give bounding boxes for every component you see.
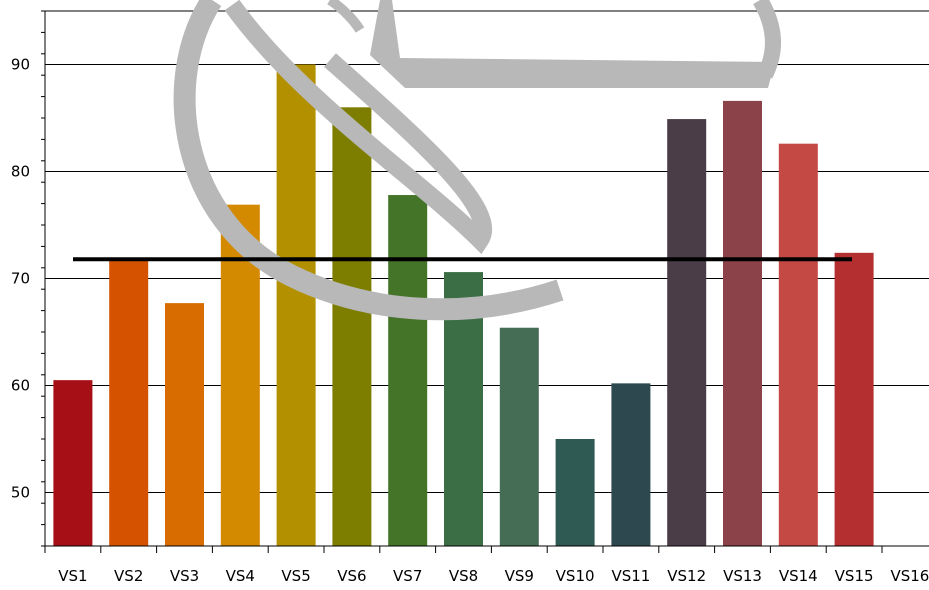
x-tick-label-vs16: VS16 bbox=[890, 567, 929, 585]
x-tick-label-vs10: VS10 bbox=[556, 567, 595, 585]
x-tick-label-vs2: VS2 bbox=[114, 567, 143, 585]
bar-vs5 bbox=[276, 64, 316, 546]
bar-vs13 bbox=[723, 100, 762, 546]
bar-vs7 bbox=[388, 195, 428, 547]
bar-vs10 bbox=[555, 439, 595, 546]
bar-vs14 bbox=[778, 143, 818, 546]
axes: 50 60 70 80 90 VS1 VS2 VS3 VS4 VS5 VS6 VS7 VS8 VS9 VS1… bbox=[11, 10, 929, 585]
x-tick-label-vs3: VS3 bbox=[170, 567, 199, 585]
watermark-base bbox=[370, 0, 775, 88]
x-tick-label-vs13: VS13 bbox=[723, 567, 762, 585]
x-tick-label-vs7: VS7 bbox=[393, 567, 422, 585]
bar-vs15 bbox=[834, 252, 874, 546]
bar-vs2 bbox=[109, 259, 149, 546]
bar-vs6 bbox=[332, 107, 372, 547]
x-tick-label-vs6: VS6 bbox=[337, 567, 366, 585]
y-tick-label: 50 bbox=[11, 484, 30, 502]
bar-vs3 bbox=[165, 303, 204, 546]
watermark-tip bbox=[327, 0, 365, 33]
y-tick-label: 90 bbox=[11, 56, 30, 74]
y-tick-label: 80 bbox=[11, 163, 30, 181]
watermark-edge bbox=[753, 0, 781, 79]
bar-vs1 bbox=[53, 380, 93, 546]
x-tick-label-vs15: VS15 bbox=[835, 567, 874, 585]
x-tick-label-vs14: VS14 bbox=[779, 567, 818, 585]
y-tick-label: 60 bbox=[11, 377, 30, 395]
x-tick-label-vs9: VS9 bbox=[505, 567, 534, 585]
x-tick-label-vs4: VS4 bbox=[226, 567, 255, 585]
x-tick-label-vs12: VS12 bbox=[667, 567, 706, 585]
bars bbox=[53, 64, 874, 547]
watermark-ring bbox=[173, 0, 564, 321]
x-tick-label-vs11: VS11 bbox=[611, 567, 650, 585]
x-tick-label-vs1: VS1 bbox=[58, 567, 87, 585]
watermark-logo bbox=[173, 0, 781, 321]
bar-vs12 bbox=[667, 119, 707, 546]
x-tick-label-vs8: VS8 bbox=[449, 567, 478, 585]
y-tick-label: 70 bbox=[11, 270, 30, 288]
watermark-swoosh bbox=[224, 0, 493, 255]
x-tick-label-vs5: VS5 bbox=[281, 567, 310, 585]
bar-vs9 bbox=[499, 327, 539, 546]
bar-vs11 bbox=[611, 383, 651, 546]
